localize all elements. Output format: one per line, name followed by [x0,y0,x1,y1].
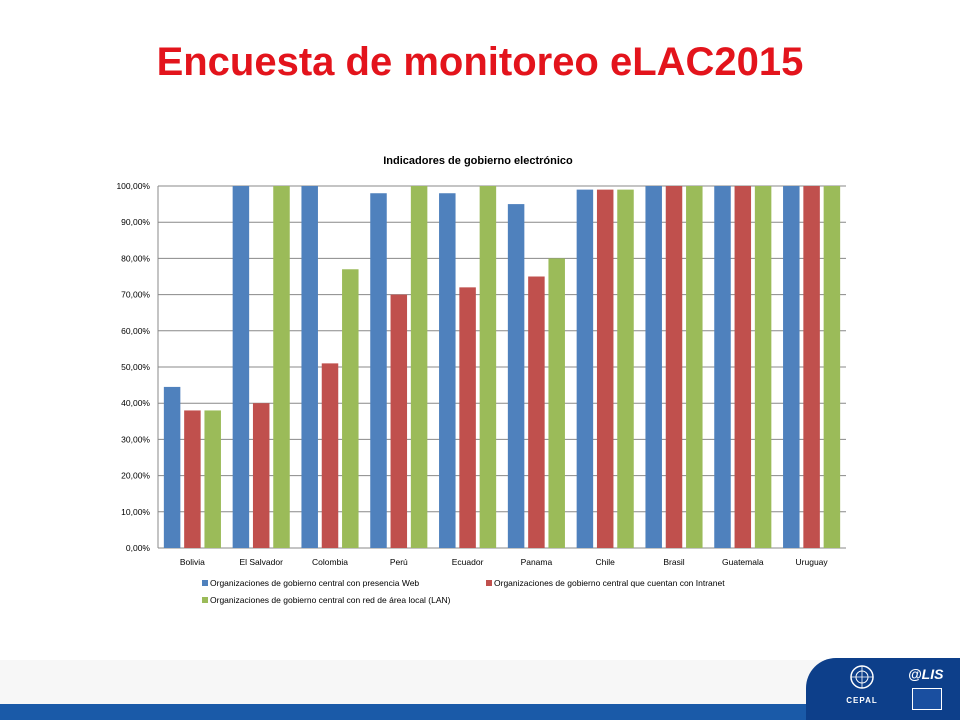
y-tick-label: 10,00% [121,507,150,517]
bar [410,186,428,548]
legend-swatch [486,580,492,586]
legend: Organizaciones de gobierno central con p… [202,578,725,605]
bar-chart: Indicadores de gobierno electrónico 0,00… [116,155,846,605]
bar [390,294,408,548]
x-tick-label: Panama [521,557,553,567]
bar [163,386,181,548]
x-tick-label: Ecuador [452,557,484,567]
bar [617,189,634,548]
bar [596,189,614,548]
y-tick-label: 80,00% [121,253,150,263]
bar [754,186,772,548]
bar [548,258,565,548]
y-tick-label: 0,00% [126,543,151,553]
bar [252,403,270,548]
y-tick-label: 90,00% [121,217,150,227]
y-tick-label: 60,00% [121,326,150,336]
bar [823,186,841,548]
x-tick-label: Uruguay [796,557,829,567]
bar [803,186,820,548]
y-axis-ticks: 0,00% 10,00% 20,00% 30,00% 40,00% 50,00% 60,00… [116,181,150,553]
bar [528,276,545,548]
bar [342,269,359,548]
x-tick-label: Perú [390,557,408,567]
un-emblem-icon [850,665,874,689]
bar [507,204,525,548]
cepal-logo-text: CEPAL [846,696,878,705]
bar [783,186,800,548]
bar [645,186,662,548]
slide-title: Encuesta de monitoreo eLAC2015 [156,40,804,84]
bar [714,186,731,548]
y-tick-label: 70,00% [121,290,150,300]
x-tick-label: El Salvador [239,557,283,567]
bar [204,410,221,548]
legend-label: Organizaciones de gobierno central que c… [494,578,725,588]
lis-logo-text: @LIS [908,666,944,682]
x-tick-label: Colombia [312,557,348,567]
bar [273,186,290,548]
bar [439,193,456,549]
legend-swatch [202,597,208,603]
x-tick-label: Chile [596,557,616,567]
y-tick-label: 20,00% [121,471,150,481]
legend-label: Organizaciones de gobierno central con p… [210,578,419,588]
bar [184,410,201,548]
x-tick-label: Bolivia [180,557,205,567]
bar [301,186,318,548]
footer-bar [0,704,960,720]
bar [370,193,387,549]
bar [734,186,752,548]
y-tick-label: 40,00% [121,398,150,408]
x-axis-ticks: Bolivia El Salvador Colombia Perú Ecuador Pan… [180,557,829,567]
bars [163,186,841,549]
bar [665,186,683,548]
legend-label: Organizaciones de gobierno central con r… [210,595,451,605]
bar [459,287,476,548]
legend-swatch [202,580,208,586]
bar [479,186,497,548]
y-tick-label: 50,00% [121,362,150,372]
x-tick-label: Brasil [663,557,684,567]
y-tick-label: 30,00% [121,434,150,444]
eu-flag-icon [912,688,942,710]
bar [321,363,339,548]
chart-title: Indicadores de gobierno electrónico [383,155,573,167]
y-tick-label: 100,00% [116,181,150,191]
bar [232,186,250,548]
gridlines [157,185,846,549]
bar [686,186,703,548]
x-tick-label: Guatemala [722,557,764,567]
bar [576,189,594,548]
